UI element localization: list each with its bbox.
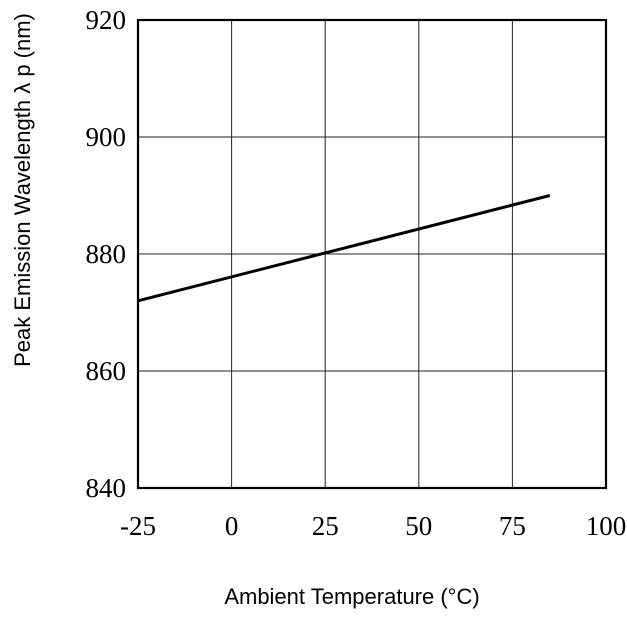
y-tick-label: 880 xyxy=(86,239,127,269)
y-tick-label: 900 xyxy=(86,122,127,152)
y-tick-label: 860 xyxy=(86,356,127,386)
x-tick-labels: -25 0 25 50 75 100 xyxy=(120,511,626,541)
y-tick-label: 840 xyxy=(86,473,127,503)
x-axis-title: Ambient Temperature (°C) xyxy=(224,584,479,609)
x-tick-label: 50 xyxy=(405,511,432,541)
series-line-0 xyxy=(137,194,551,303)
x-tick-label: 25 xyxy=(312,511,339,541)
x-tick-label: 75 xyxy=(499,511,526,541)
y-tick-label: 920 xyxy=(86,5,127,35)
y-axis-title: Peak Emission Wavelength λ p (nm) xyxy=(10,13,35,367)
x-tick-label: 0 xyxy=(225,511,239,541)
y-tick-labels: 840 860 880 900 920 xyxy=(86,5,127,503)
series-layer xyxy=(137,194,551,303)
plot-frame xyxy=(136,18,608,490)
x-tick-label: -25 xyxy=(120,511,156,541)
x-tick-label: 100 xyxy=(586,511,627,541)
